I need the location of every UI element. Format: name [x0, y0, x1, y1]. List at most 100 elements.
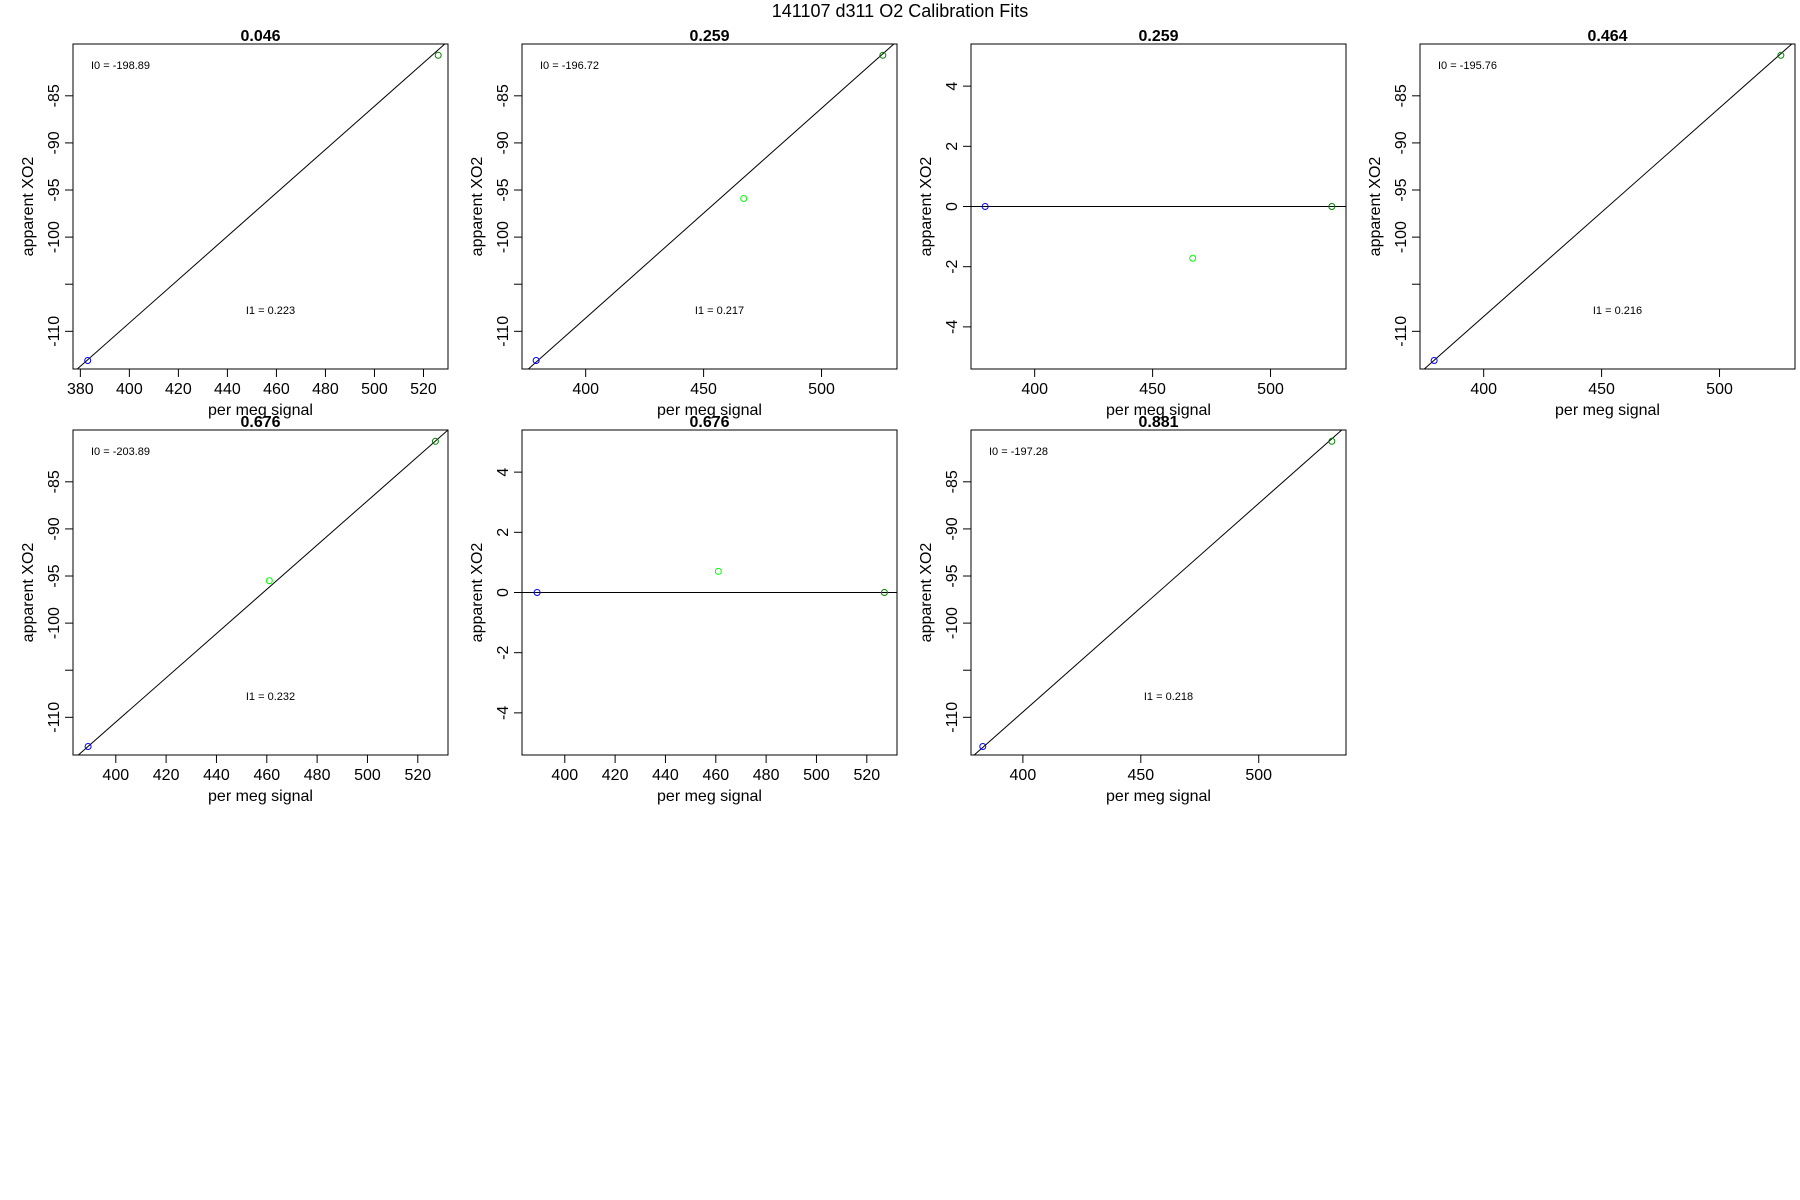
- y-tick-label: -85: [495, 84, 512, 107]
- y-tick-label: -110: [1393, 316, 1410, 347]
- panel-2: 0.259 400 450 500 per meg signal -85 -90 -95 -10…: [469, 28, 898, 419]
- data-point: [979, 743, 987, 751]
- plot-frame: [72, 429, 449, 756]
- plot-frame: [970, 429, 1347, 756]
- data-point: [1430, 357, 1438, 365]
- fit-line: [1423, 44, 1793, 369]
- x-tick-label: 450: [1588, 381, 1615, 398]
- slope-label: I1 = 0.217: [695, 305, 744, 317]
- y-tick-label: -100: [46, 221, 63, 253]
- x-tick-label: 400: [551, 767, 578, 784]
- y-tick-label: -100: [1393, 221, 1410, 253]
- panel-title: 0.046: [240, 28, 280, 45]
- y-tick-label: -90: [944, 517, 961, 540]
- slope-label: I1 = 0.232: [246, 691, 295, 703]
- panel-title: 0.464: [1587, 28, 1627, 45]
- y-tick-label: -2: [944, 259, 961, 273]
- x-tick-label: 450: [1127, 767, 1154, 784]
- data-point: [1328, 203, 1336, 210]
- y-tick-label: -90: [46, 131, 63, 154]
- data-point: [740, 194, 748, 202]
- x-tick-label: 420: [602, 767, 629, 784]
- y-tick-label: -90: [46, 517, 63, 540]
- intercept-label: I0 = -196.72: [540, 60, 599, 72]
- slope-label: I1 = 0.218: [1144, 691, 1193, 703]
- x-axis-label: per meg signal: [1106, 402, 1211, 419]
- data-point: [879, 51, 887, 59]
- x-tick-label: 420: [153, 767, 180, 784]
- y-axis-label: apparent XO2: [1367, 157, 1384, 257]
- x-tick-label: 460: [253, 767, 280, 784]
- panel-title: 0.259: [689, 28, 729, 45]
- x-tick-label: 520: [410, 381, 437, 398]
- x-tick-label: 520: [853, 767, 880, 784]
- x-tick-label: 440: [214, 381, 241, 398]
- y-axis-label: apparent XO2: [918, 543, 935, 643]
- y-tick-label: -100: [944, 607, 961, 639]
- x-tick-label: 480: [304, 767, 331, 784]
- data-point: [880, 589, 888, 596]
- y-tick-label: -110: [944, 702, 961, 733]
- y-tick-label: -110: [46, 316, 63, 347]
- y-tick-label: -100: [495, 221, 512, 253]
- y-tick-label: 4: [944, 82, 961, 91]
- x-tick-label: 460: [263, 381, 290, 398]
- data-point: [434, 51, 442, 59]
- panel-4: 0.464 400 450 500 per meg signal -85 -90 -95 -10…: [1367, 28, 1796, 419]
- y-tick-label: 0: [495, 588, 512, 597]
- data-point: [84, 743, 92, 751]
- y-tick-label: -85: [1393, 84, 1410, 107]
- x-tick-label: 480: [753, 767, 780, 784]
- y-tick-label: -95: [46, 178, 63, 201]
- panel-title: 0.676: [240, 414, 280, 431]
- x-tick-label: 460: [702, 767, 729, 784]
- y-tick-label: -85: [46, 84, 63, 107]
- x-tick-label: 400: [1470, 381, 1497, 398]
- y-tick-label: -95: [944, 564, 961, 587]
- data-point: [533, 589, 541, 596]
- x-tick-label: 500: [361, 381, 388, 398]
- panel-3: 0.259 400 450 500 per meg signal 4 2 0 -2 -4 appar…: [918, 28, 1347, 419]
- panel-title: 0.259: [1138, 28, 1178, 45]
- x-tick-label: 440: [652, 767, 679, 784]
- panel-title: 0.676: [689, 414, 729, 431]
- x-tick-label: 500: [1245, 767, 1272, 784]
- y-tick-label: -100: [46, 607, 63, 639]
- x-tick-label: 500: [354, 767, 381, 784]
- x-tick-label: 420: [165, 381, 192, 398]
- x-tick-label: 500: [803, 767, 830, 784]
- y-tick-label: -95: [495, 178, 512, 201]
- y-axis-label: apparent XO2: [918, 157, 935, 257]
- data-point: [1328, 437, 1336, 445]
- y-tick-label: -110: [495, 316, 512, 347]
- intercept-label: I0 = -195.76: [1438, 60, 1497, 72]
- x-tick-label: 520: [404, 767, 431, 784]
- x-tick-label: 500: [808, 381, 835, 398]
- y-tick-label: 0: [944, 202, 961, 211]
- x-axis-label: per meg signal: [208, 402, 313, 419]
- plot-frame: [72, 43, 449, 370]
- x-tick-label: 480: [312, 381, 339, 398]
- y-axis-label: apparent XO2: [20, 543, 37, 643]
- y-tick-label: 2: [944, 142, 961, 151]
- x-tick-label: 450: [690, 381, 717, 398]
- y-axis-label: apparent XO2: [469, 157, 486, 257]
- x-tick-label: 400: [102, 767, 129, 784]
- x-tick-label: 400: [116, 381, 143, 398]
- slope-label: I1 = 0.223: [246, 305, 295, 317]
- data-point: [1189, 254, 1197, 262]
- intercept-label: I0 = -197.28: [989, 446, 1048, 458]
- figure-title: 141107 d311 O2 Calibration Fits: [771, 1, 1029, 21]
- x-tick-label: 400: [572, 381, 599, 398]
- y-tick-label: -95: [1393, 178, 1410, 201]
- y-tick-label: -2: [495, 645, 512, 659]
- fit-line: [77, 430, 448, 755]
- plot-frame: [521, 43, 898, 370]
- y-tick-label: -90: [495, 131, 512, 154]
- data-point: [714, 567, 722, 575]
- x-axis-label: per meg signal: [1555, 402, 1660, 419]
- fit-line: [76, 44, 446, 369]
- panel-7: 0.881 400 450 500 per meg signal -85 -90 -95 -10…: [918, 414, 1347, 805]
- plot-frame: [1419, 43, 1796, 370]
